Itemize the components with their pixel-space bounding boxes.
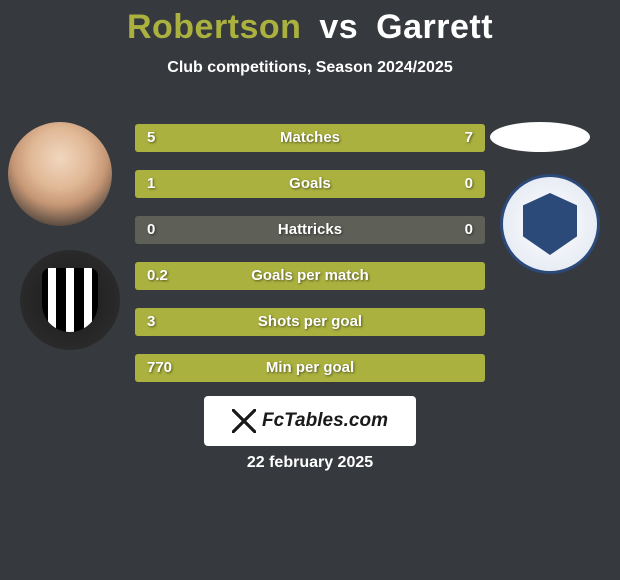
bar-label: Shots per goal <box>135 308 485 336</box>
bar-row: 3Shots per goal <box>135 308 485 336</box>
comparison-title: Robertson vs Garrett <box>0 0 620 47</box>
bar-label: Goals per match <box>135 262 485 290</box>
player2-name: Garrett <box>376 8 493 46</box>
bar-label: Goals <box>135 170 485 198</box>
bar-row: 0.2Goals per match <box>135 262 485 290</box>
bar-label: Matches <box>135 124 485 152</box>
brand-icon <box>232 409 256 433</box>
brand-badge: FcTables.com <box>204 396 416 446</box>
player1-name: Robertson <box>127 8 302 46</box>
subtitle: Club competitions, Season 2024/2025 <box>0 59 620 77</box>
player1-club-badge <box>20 250 120 350</box>
comparison-bars: 57Matches 10Goals 00Hattricks 0.2Goals per … <box>135 124 485 400</box>
player1-avatar <box>8 122 112 226</box>
bar-row: 57Matches <box>135 124 485 152</box>
player2-avatar <box>490 122 590 152</box>
footer-date: 22 february 2025 <box>0 454 620 472</box>
bar-label: Hattricks <box>135 216 485 244</box>
bar-row: 10Goals <box>135 170 485 198</box>
brand-text: FcTables.com <box>262 410 388 432</box>
bar-row: 770Min per goal <box>135 354 485 382</box>
bar-label: Min per goal <box>135 354 485 382</box>
player2-club-badge <box>500 174 600 274</box>
vs-separator: vs <box>319 8 358 46</box>
bar-row: 00Hattricks <box>135 216 485 244</box>
